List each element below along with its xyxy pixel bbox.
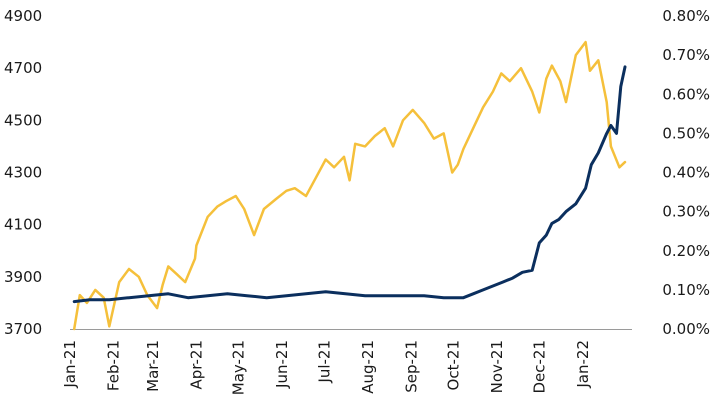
x-axis: Jan-21 Feb-21 Mar-21 Apr-21 May-21 Jun-21 Jul-… <box>61 340 592 395</box>
x-tick-label: Sep-21 <box>402 340 420 393</box>
right-tick-label: 0.30% <box>662 203 710 221</box>
left-tick-label: 4300 <box>4 164 42 182</box>
x-tick-label: Dec-21 <box>530 340 548 394</box>
x-tick-label: Jul-21 <box>315 340 333 384</box>
x-tick-label: Oct-21 <box>445 340 463 390</box>
left-tick-label: 3700 <box>4 320 42 338</box>
left-tick-label: 4500 <box>4 111 42 129</box>
right-tick-label: 0.40% <box>662 164 710 182</box>
right-tick-label: 0.10% <box>662 281 710 299</box>
right-tick-label: 0.50% <box>662 124 710 142</box>
x-tick-label: Nov-21 <box>488 340 506 393</box>
x-tick-label: Jan-21 <box>61 340 79 389</box>
left-tick-label: 4100 <box>4 216 42 234</box>
x-tick-label: Aug-21 <box>359 340 377 394</box>
left-tick-label: 4700 <box>4 59 42 77</box>
x-tick-label: Feb-21 <box>105 340 123 391</box>
right-tick-label: 0.70% <box>662 46 710 64</box>
left-tick-label: 4900 <box>4 7 42 25</box>
right-tick-label: 0.60% <box>662 85 710 103</box>
x-tick-label: Jan-22 <box>574 340 592 389</box>
right-y-axis: 0.00% 0.10% 0.20% 0.30% 0.40% 0.50% 0.60% 0.70%… <box>662 7 710 338</box>
series-lines <box>72 40 627 331</box>
right-tick-label: 0.20% <box>662 242 710 260</box>
right-tick-label: 0.80% <box>662 7 710 25</box>
left-y-axis: 3700 3900 4100 4300 4500 4700 4900 <box>4 7 42 338</box>
x-tick-label: May-21 <box>230 340 248 395</box>
series-line-right-axis <box>72 65 627 304</box>
x-tick-label: Mar-21 <box>144 340 162 392</box>
x-tick-label: Jun-21 <box>273 340 291 389</box>
x-tick-label: Apr-21 <box>187 340 205 390</box>
left-tick-label: 3900 <box>4 268 42 286</box>
plot-area <box>70 40 632 331</box>
right-tick-label: 0.00% <box>662 320 710 338</box>
series-line-left-axis <box>72 40 627 331</box>
